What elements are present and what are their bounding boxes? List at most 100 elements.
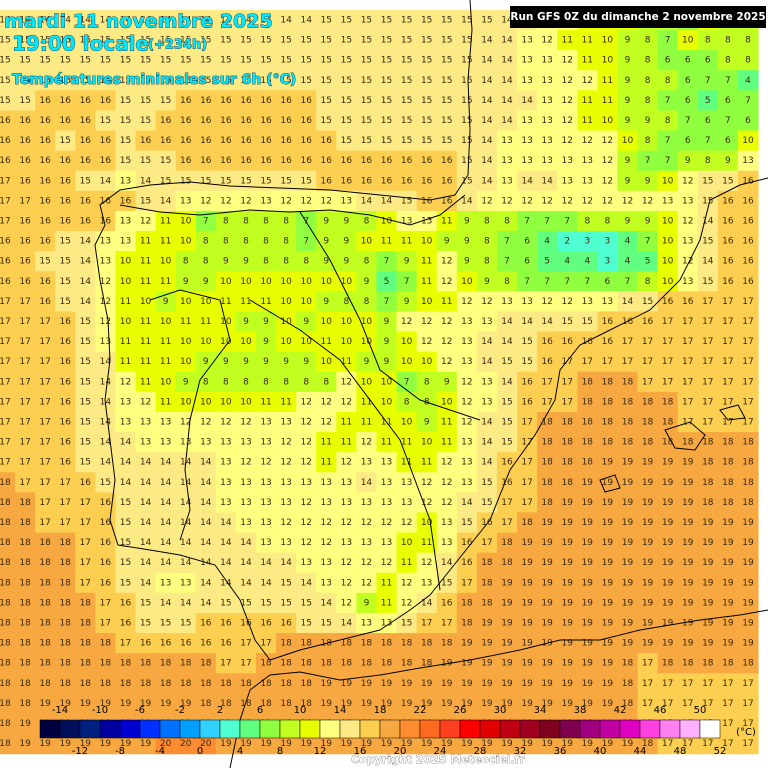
- value-label: 11: [140, 257, 151, 267]
- legend-label: 34: [534, 705, 547, 716]
- value-label: 16: [60, 458, 72, 468]
- value-label: 13: [381, 538, 392, 548]
- value-label: 13: [280, 418, 291, 428]
- cell: [697, 150, 719, 172]
- value-label: 15: [401, 36, 412, 46]
- cell: [316, 210, 337, 232]
- value-label: 13: [361, 498, 372, 508]
- value-label: 12: [602, 136, 613, 146]
- cell: [617, 130, 639, 152]
- value-label: 7: [645, 237, 651, 247]
- cell: [0, 231, 16, 252]
- value-label: 19: [602, 458, 614, 468]
- cell: [657, 150, 679, 172]
- value-label: 15: [80, 317, 91, 327]
- value-label: 16: [39, 136, 51, 146]
- legend-swatch: [259, 719, 281, 739]
- value-label: 11: [381, 598, 392, 608]
- cell: [496, 170, 518, 192]
- value-label: 11: [120, 337, 131, 347]
- value-label: 14: [240, 558, 252, 568]
- cell: [15, 210, 36, 232]
- value-label: 18: [200, 659, 212, 669]
- value-label: 13: [240, 518, 251, 528]
- cell: [195, 90, 217, 112]
- value-label: 16: [521, 397, 533, 407]
- cell: [135, 130, 157, 152]
- value-label: 13: [501, 176, 512, 186]
- value-label: 16: [300, 96, 312, 106]
- value-label: 8: [203, 377, 209, 387]
- value-label: 14: [140, 458, 152, 468]
- value-label: 19: [622, 518, 634, 528]
- cell: [115, 210, 137, 232]
- cell: [436, 110, 458, 132]
- value-label: 18: [642, 438, 654, 448]
- legend-swatch: [399, 719, 421, 739]
- cell: [115, 231, 137, 252]
- value-label: 15: [321, 36, 332, 46]
- value-label: 19: [160, 699, 172, 709]
- cell: [135, 110, 157, 132]
- value-label: 19: [441, 679, 453, 689]
- value-label: 13: [461, 478, 472, 488]
- cell: [456, 210, 478, 232]
- value-label: 17: [642, 699, 653, 709]
- legend-label: -12: [72, 746, 88, 757]
- value-label: 14: [200, 458, 212, 468]
- value-label: 19: [562, 518, 574, 528]
- value-label: 18: [642, 418, 654, 428]
- value-label: 7: [404, 377, 410, 387]
- cell: [356, 30, 378, 51]
- value-label: 11: [321, 458, 332, 468]
- value-label: 13: [461, 317, 472, 327]
- value-label: 15: [361, 56, 372, 66]
- value-label: 17: [19, 357, 30, 367]
- value-label: 17: [702, 297, 713, 307]
- value-label: 15: [80, 438, 91, 448]
- cell: [195, 130, 217, 152]
- value-label: 16: [260, 96, 272, 106]
- value-label: 13: [140, 418, 151, 428]
- value-label: 17: [642, 337, 653, 347]
- value-label: 10: [140, 297, 152, 307]
- value-label: 18: [100, 659, 112, 669]
- value-label: 16: [60, 337, 72, 347]
- value-label: 13: [120, 418, 131, 428]
- cell: [235, 130, 257, 152]
- value-label: 19: [260, 739, 272, 749]
- cell: [195, 9, 217, 31]
- value-label: 18: [602, 377, 614, 387]
- value-label: 19: [562, 538, 574, 548]
- value-label: 13: [180, 578, 191, 588]
- cell: [215, 231, 237, 252]
- value-label: 18: [180, 679, 192, 689]
- value-label: 8: [404, 397, 410, 407]
- value-label: 11: [421, 538, 432, 548]
- legend-swatch: [559, 719, 581, 739]
- value-label: 12: [582, 136, 593, 146]
- cell: [336, 50, 357, 71]
- value-label: 18: [0, 478, 11, 488]
- cell: [175, 170, 197, 192]
- cell: [597, 130, 619, 152]
- value-label: 14: [481, 458, 493, 468]
- value-label: 10: [160, 257, 172, 267]
- value-label: 6: [705, 56, 711, 66]
- value-label: 7: [564, 217, 570, 227]
- value-label: 16: [39, 176, 51, 186]
- value-label: 12: [401, 598, 412, 608]
- cell: [396, 130, 418, 152]
- cell: [537, 110, 558, 132]
- value-label: 17: [240, 659, 251, 669]
- value-label: 10: [361, 237, 373, 247]
- value-label: 16: [200, 639, 212, 649]
- legend-swatch: [59, 719, 81, 739]
- value-label: 14: [321, 598, 333, 608]
- value-label: 19: [702, 598, 714, 608]
- value-label: 13: [541, 136, 552, 146]
- value-label: 18: [582, 458, 594, 468]
- value-label: 17: [461, 578, 472, 588]
- value-label: 13: [582, 176, 593, 186]
- value-label: 16: [381, 156, 393, 166]
